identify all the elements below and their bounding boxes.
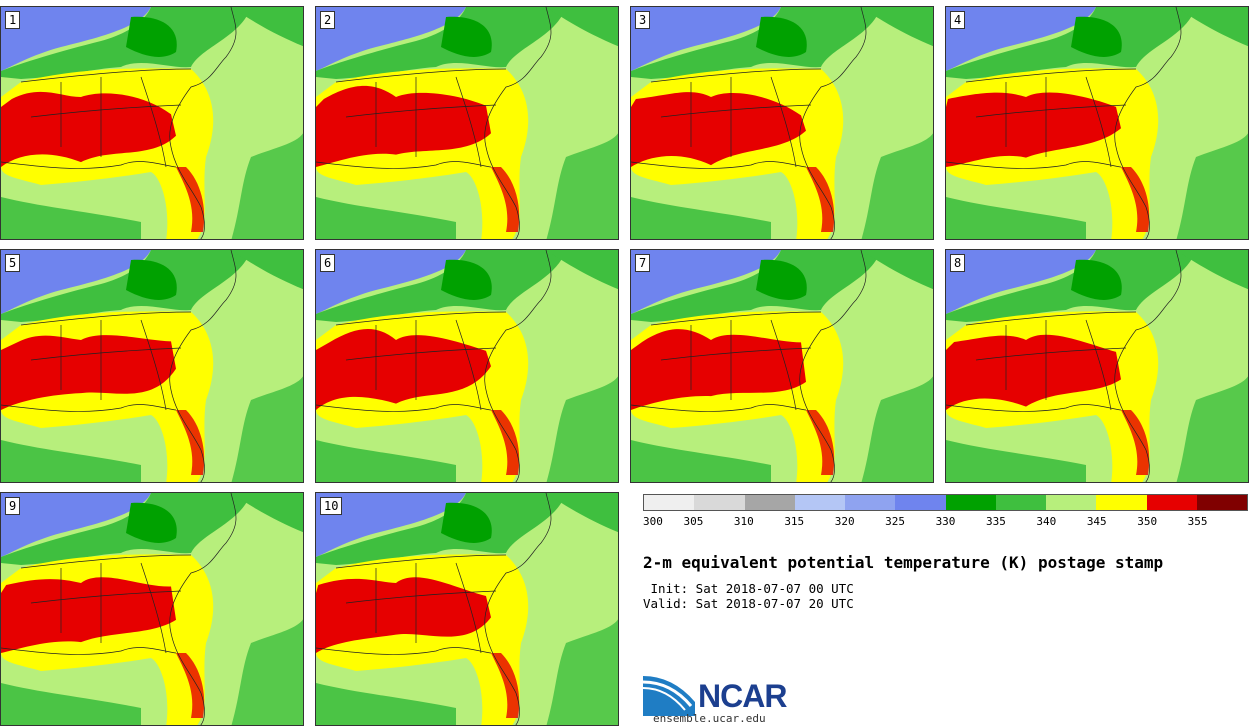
colorbar-segment	[895, 495, 946, 510]
member-number-label: 9	[5, 497, 21, 515]
theta-e-map	[1, 7, 303, 239]
valid-time: Valid: Sat 2018-07-07 20 UTC	[643, 596, 854, 611]
ensemble-member-panel: 3	[630, 6, 934, 240]
theta-e-map	[631, 250, 933, 482]
colorbar-segment	[1096, 495, 1147, 510]
ensemble-member-panel: 4	[945, 6, 1249, 240]
colorbar-tick-label: 355	[1187, 515, 1208, 528]
colorbar-tick-label: 340	[1036, 515, 1057, 528]
colorbar-tick-label: 345	[1086, 515, 1107, 528]
init-time: Init: Sat 2018-07-07 00 UTC	[643, 581, 854, 596]
theta-e-map	[946, 250, 1248, 482]
ensemble-member-panel: 8	[945, 249, 1249, 483]
colorbar-segment	[794, 495, 845, 510]
colorbar-segment	[694, 495, 745, 510]
colorbar-segment	[945, 495, 996, 510]
colorbar-segment	[845, 495, 896, 510]
member-number-label: 8	[950, 254, 966, 272]
member-number-label: 2	[320, 11, 336, 29]
colorbar-tick-label: 305	[683, 515, 704, 528]
ensemble-member-panel: 9	[0, 492, 304, 726]
member-number-label: 3	[635, 11, 651, 29]
member-number-label: 5	[5, 254, 21, 272]
colorbar-segment	[1046, 495, 1097, 510]
ensemble-member-panel: 2	[315, 6, 619, 240]
colorbar-segment	[995, 495, 1046, 510]
colorbar-tick-label: 310	[733, 515, 754, 528]
colorbar-segment	[644, 495, 695, 510]
ncar-logo-swoosh-icon	[642, 676, 695, 716]
theta-e-map	[1, 493, 303, 725]
ensemble-member-panel: 10	[315, 492, 619, 726]
theta-e-map	[316, 250, 618, 482]
member-number-label: 6	[320, 254, 336, 272]
theta-e-map	[631, 7, 933, 239]
colorbar-tick-label: 350	[1137, 515, 1158, 528]
colorbar-segment	[744, 495, 795, 510]
ensemble-url: ensemble.ucar.edu	[653, 712, 766, 725]
member-number-label: 7	[635, 254, 651, 272]
member-number-label: 4	[950, 11, 966, 29]
colorbar-segment	[1146, 495, 1197, 510]
colorbar	[643, 494, 1248, 511]
theta-e-map	[316, 7, 618, 239]
ncar-logo-text: NCAR	[698, 678, 787, 714]
colorbar-tick-label: 330	[935, 515, 956, 528]
member-number-label: 10	[320, 497, 343, 515]
colorbar-tick-label: 320	[834, 515, 855, 528]
figure-title: 2-m equivalent potential temperature (K)…	[643, 553, 1164, 572]
ensemble-member-panel: 6	[315, 249, 619, 483]
theta-e-map	[316, 493, 618, 725]
member-number-label: 1	[5, 11, 21, 29]
colorbar-tick-label: 315	[784, 515, 805, 528]
ensemble-member-panel: 1	[0, 6, 304, 240]
theta-e-map	[1, 250, 303, 482]
colorbar-labels: 300 305 310 315 320 325 330 335 340 345 350 355	[643, 515, 1248, 529]
ensemble-member-panel: 5	[0, 249, 304, 483]
colorbar-tick-label: 300	[643, 515, 663, 528]
colorbar-tick-label: 335	[985, 515, 1006, 528]
theta-e-map	[946, 7, 1248, 239]
colorbar-segment	[1196, 495, 1247, 510]
colorbar-tick-label: 325	[885, 515, 906, 528]
ncar-logo: NCAR ensemble.ucar.edu	[642, 672, 803, 728]
ensemble-member-panel: 7	[630, 249, 934, 483]
